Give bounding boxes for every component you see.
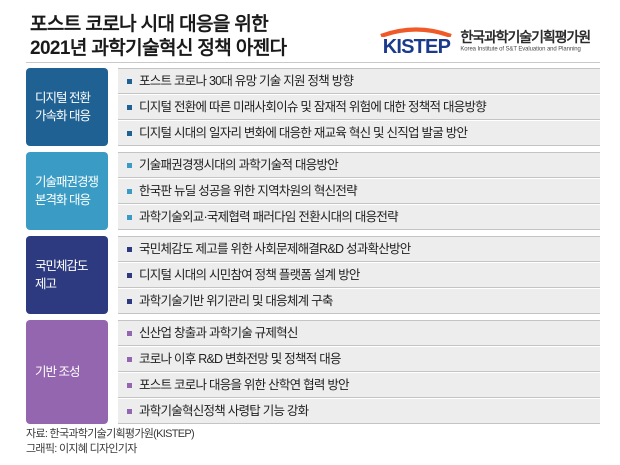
agenda-item-label: 과학기술외교·국제협력 패러다임 전환시대의 대응전략: [139, 210, 399, 224]
agenda-item-label: 한국판 뉴딜 성공을 위한 지역차원의 혁신전략: [139, 184, 358, 198]
logo-korean-name: 한국과학기술기획평가원: [460, 29, 591, 45]
logo-wordmark: KISTEP: [382, 36, 451, 58]
bullet-square-icon: [127, 272, 132, 278]
bullet-square-icon: [127, 162, 132, 168]
category-block[interactable]: 국민체감도 제고: [26, 236, 108, 314]
bullet-square-icon: [127, 130, 132, 136]
category-block[interactable]: 디지털 전환 가속화 대응: [26, 68, 108, 146]
agenda-item-label: 과학기술혁신정책 사령탑 기능 강화: [139, 404, 309, 418]
agenda-row[interactable]: 한국판 뉴딜 성공을 위한 지역차원의 혁신전략: [118, 178, 600, 204]
agenda-item-label: 기술패권경쟁시대의 과학기술적 대응방안: [139, 158, 339, 172]
agenda-row[interactable]: 과학기술외교·국제협력 패러다임 전환시대의 대응전략: [118, 204, 600, 230]
agenda-item-label: 국민체감도 제고를 위한 사회문제해결R&D 성과확산방안: [139, 242, 411, 256]
bullet-square-icon: [127, 382, 132, 388]
agenda-item-label: 디지털 시대의 시민참여 정책 플랫폼 설계 방안: [139, 268, 360, 282]
category-label: 국민체감도 제고: [35, 259, 89, 291]
agenda-row[interactable]: 디지털 시대의 일자리 변화에 대응한 재교육 혁신 및 신직업 발굴 방안: [118, 120, 600, 146]
bullet-square-icon: [127, 78, 132, 84]
agenda-row[interactable]: 코로나 이후 R&D 변화전망 및 정책적 대응: [118, 346, 600, 372]
agenda-row[interactable]: 신산업 창출과 과학기술 규제혁신: [118, 320, 600, 346]
bullet-square-icon: [127, 104, 132, 110]
category-block[interactable]: 기술패권경쟁 본격화 대응: [26, 152, 108, 230]
bullet-square-icon: [127, 246, 132, 252]
bullet-square-icon: [127, 298, 132, 304]
agenda-row[interactable]: 포스트 코로나 30대 유망 기술 지원 정책 방향: [118, 68, 600, 94]
agenda-item-label: 포스트 코로나 30대 유망 기술 지원 정책 방향: [139, 74, 354, 88]
agenda-item-label: 코로나 이후 R&D 변화전망 및 정책적 대응: [139, 352, 341, 366]
bullet-square-icon: [127, 330, 132, 336]
agenda-item-label: 디지털 시대의 일자리 변화에 대응한 재교육 혁신 및 신직업 발굴 방안: [139, 126, 468, 140]
bullet-square-icon: [127, 214, 132, 220]
agenda-row[interactable]: 기술패권경쟁시대의 과학기술적 대응방안: [118, 152, 600, 178]
footer-credit: 그래픽: 이지혜 디자인기자: [26, 443, 137, 455]
agenda-item-label: 디지털 전환에 따른 미래사회이슈 및 잠재적 위험에 대한 정책적 대응방향: [139, 100, 487, 114]
bullet-square-icon: [127, 408, 132, 414]
title-line-2: 2021년 과학기술혁신 정책 아젠다: [30, 38, 287, 59]
logo-text: 한국과학기술기획평가원 Korea Institute of S&T Evalu…: [460, 29, 591, 54]
agenda-row[interactable]: 디지털 시대의 시민참여 정책 플랫폼 설계 방안: [118, 262, 600, 288]
agenda-item-label: 포스트 코로나 대응을 위한 산학연 협력 방안: [139, 378, 350, 392]
title-line-1: 포스트 코로나 시대 대응을 위한: [30, 14, 269, 35]
header: 포스트 코로나 시대 대응을 위한 2021년 과학기술혁신 정책 아젠다 KI…: [0, 0, 620, 62]
category-block[interactable]: 기반 조성: [26, 320, 108, 424]
agenda-item-label: 과학기술기반 위기관리 및 대응체계 구축: [139, 294, 333, 308]
kistep-logo: KISTEP 한국과학기술기획평가원 Korea Institute of S&…: [379, 12, 598, 57]
logo-english-name: Korea Institute of S&T Evaluation and Pl…: [460, 46, 581, 53]
agenda-row[interactable]: 국민체감도 제고를 위한 사회문제해결R&D 성과확산방안: [118, 236, 600, 262]
category-label: 디지털 전환 가속화 대응: [35, 91, 91, 123]
agenda-row[interactable]: 디지털 전환에 따른 미래사회이슈 및 잠재적 위험에 대한 정책적 대응방향: [118, 94, 600, 120]
logo-mark: KISTEP: [379, 26, 453, 57]
category-label: 기술패권경쟁 본격화 대응: [35, 175, 99, 207]
agenda-row[interactable]: 포스트 코로나 대응을 위한 산학연 협력 방안: [118, 372, 600, 398]
agenda-row[interactable]: 과학기술기반 위기관리 및 대응체계 구축: [118, 288, 600, 314]
bullet-square-icon: [127, 356, 132, 362]
category-label: 기반 조성: [35, 365, 80, 379]
page-title: 포스트 코로나 시대 대응을 위한 2021년 과학기술혁신 정책 아젠다: [30, 12, 287, 61]
agenda-item-label: 신산업 창출과 과학기술 규제혁신: [139, 326, 298, 340]
footer-source: 자료: 한국과학기술기획평가원(KISTEP): [26, 428, 195, 440]
agenda-row[interactable]: 과학기술혁신정책 사령탑 기능 강화: [118, 398, 600, 424]
logo-arc-icon: [380, 27, 453, 37]
footer: 자료: 한국과학기술기획평가원(KISTEP) 그래픽: 이지혜 디자인기자: [26, 427, 195, 457]
bullet-square-icon: [127, 188, 132, 194]
